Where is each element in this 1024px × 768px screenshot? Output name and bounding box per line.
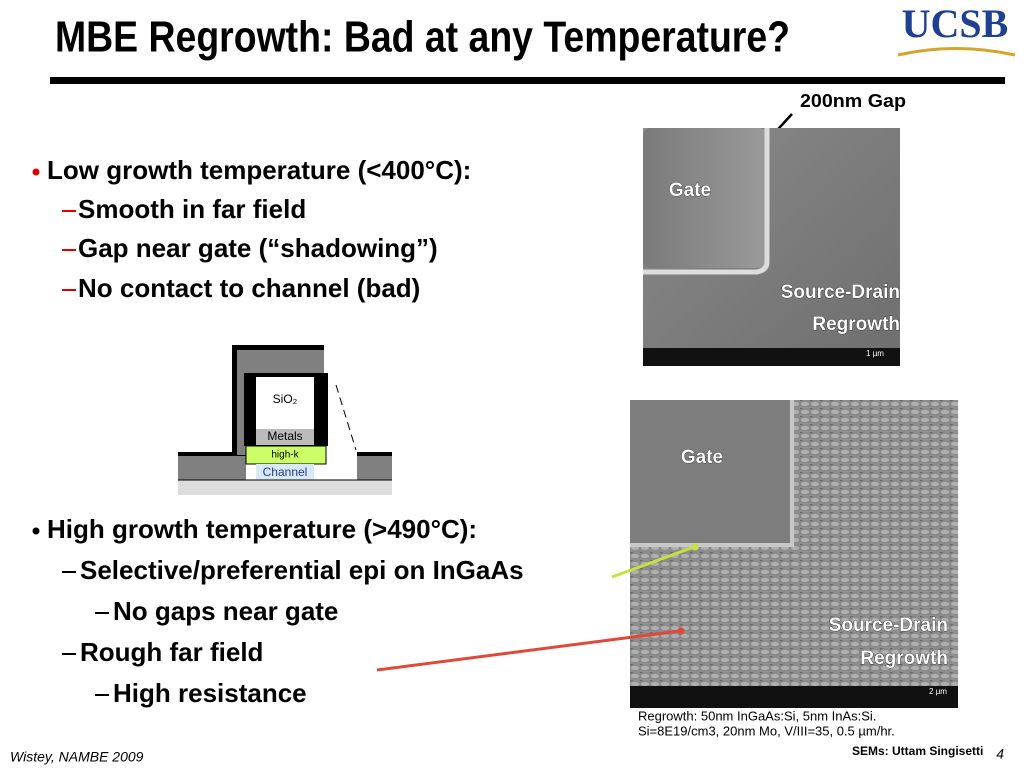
- diagram-label: Metals: [267, 429, 302, 443]
- diagram-label: SiO₂: [273, 392, 298, 406]
- sem-label: Regrowth: [812, 314, 900, 335]
- slide-title: MBE Regrowth: Bad at any Temperature?: [55, 13, 790, 62]
- sub-item: Selective/preferential epi on InGaAs: [80, 555, 524, 585]
- pointer: [376, 629, 681, 672]
- sub-sub-item: No gaps near gate: [113, 596, 338, 626]
- pointer-dot: [677, 627, 685, 635]
- pointer-dot: [691, 543, 699, 551]
- sub-item: Rough far field: [80, 637, 263, 667]
- diagram-label: Channel: [263, 465, 308, 479]
- bullet: [32, 168, 40, 176]
- annotation: 200nm Gap: [800, 91, 906, 111]
- title-rule: [50, 77, 1005, 84]
- page-number: 4: [996, 746, 1004, 762]
- sem-label: Gate: [681, 447, 723, 468]
- bullet-heading: High growth temperature (>490°C):: [47, 514, 477, 544]
- bullet-heading: Low growth temperature (<400°C):: [47, 155, 471, 185]
- sem-image: [643, 128, 900, 366]
- footer-author: Wistey, NAMBE 2009: [10, 749, 144, 765]
- sem-label: Source-Drain: [781, 282, 900, 303]
- sem-image: [630, 400, 958, 708]
- sem-label: Gate: [669, 180, 711, 201]
- bullet: [32, 527, 40, 535]
- sub-item: Smooth in far field: [78, 194, 306, 224]
- sem-label: Regrowth: [860, 648, 948, 669]
- scale-bar: 1 µm: [866, 349, 884, 358]
- device-diagram: [178, 345, 392, 495]
- sem-label: Source-Drain: [829, 615, 948, 636]
- sub-item: Gap near gate (“shadowing”): [78, 233, 438, 263]
- footer-credit: SEMs: Uttam Singisetti: [852, 744, 983, 758]
- logo-swoosh: [897, 47, 1016, 57]
- sub-item: No contact to channel (bad): [78, 273, 420, 303]
- logo: UCSB: [902, 1, 1009, 46]
- pointer: [611, 545, 695, 579]
- caption: Si=8E19/cm3, 20nm Mo, V/III=35, 0.5 µm/h…: [638, 723, 895, 738]
- sub-sub-item: High resistance: [113, 678, 307, 708]
- diagram-label: high-k: [271, 450, 299, 461]
- scale-bar: 2 µm: [929, 687, 947, 696]
- caption: Regrowth: 50nm InGaAs:Si, 5nm InAs:Si.: [638, 708, 876, 723]
